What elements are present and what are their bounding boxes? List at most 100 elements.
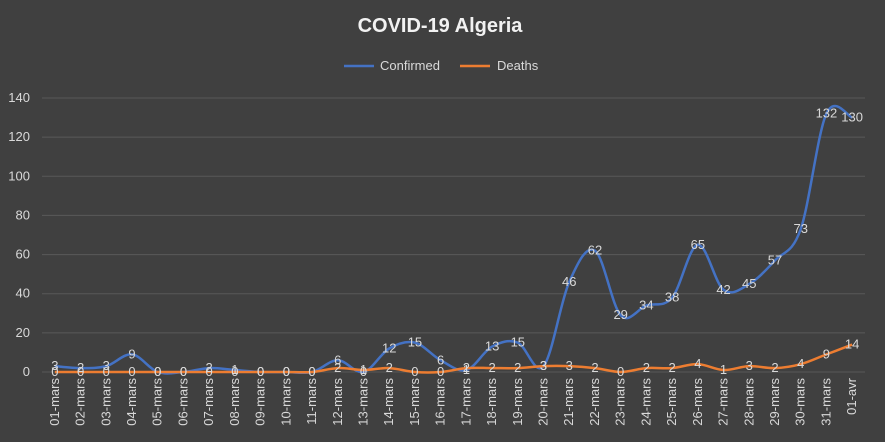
data-label-confirmed: 15: [511, 335, 525, 350]
data-label-deaths: 0: [257, 364, 264, 379]
data-label-deaths: 0: [51, 364, 58, 379]
data-label-confirmed: 2: [206, 360, 213, 375]
y-axis: 0 20 40 60 80 100 120 140: [8, 90, 30, 379]
y-tick-label: 0: [23, 364, 30, 379]
plot-area: [54, 104, 853, 375]
data-label-deaths: 0: [411, 364, 418, 379]
x-tick-label: 28-mars: [741, 378, 756, 426]
data-label-deaths: 2: [591, 360, 598, 375]
chart-title: COVID-19 Algeria: [358, 15, 524, 37]
y-tick-label: 60: [16, 247, 30, 262]
data-label-confirmed: 132: [816, 106, 838, 121]
data-label-deaths: 0: [617, 364, 624, 379]
x-tick-label: 17-mars: [458, 378, 473, 426]
data-label-deaths: 0: [128, 364, 135, 379]
data-label-deaths: 2: [643, 360, 650, 375]
x-tick-label: 07-mars: [201, 378, 216, 426]
x-tick-label: 29-mars: [767, 378, 782, 426]
data-label-deaths: 3: [540, 358, 547, 373]
data-label-confirmed: 0: [308, 364, 315, 379]
data-label-confirmed: 62: [588, 243, 602, 258]
data-label-deaths: 0: [308, 364, 315, 379]
data-label-confirmed: 46: [562, 274, 576, 289]
data-label-confirmed: 0: [257, 364, 264, 379]
x-tick-label: 01-avr: [844, 377, 859, 415]
x-tick-label: 06-mars: [175, 378, 190, 426]
x-tick-label: 18-mars: [484, 378, 499, 426]
data-label-deaths: 4: [694, 356, 701, 371]
y-tick-label: 140: [8, 90, 30, 105]
x-tick-label: 04-mars: [124, 378, 139, 426]
data-label-confirmed: 1: [231, 362, 238, 377]
x-tick-label: 13-mars: [355, 378, 370, 426]
data-label-confirmed: 3: [540, 358, 547, 373]
data-label-deaths: 3: [566, 358, 573, 373]
data-label-deaths: 2: [771, 360, 778, 375]
data-label-confirmed: 0: [180, 364, 187, 379]
data-label-deaths: 1: [360, 362, 367, 377]
x-tick-label: 10-mars: [278, 378, 293, 426]
x-tick-label: 01-mars: [47, 378, 62, 426]
data-label-confirmed: 0: [283, 364, 290, 379]
data-label-deaths: 2: [514, 360, 521, 375]
x-axis: 01-mars 02-mars 03-mars 04-mars 05-mars 06-ma…: [47, 377, 859, 425]
x-tick-label: 05-mars: [150, 378, 165, 426]
x-tick-label: 16-mars: [433, 378, 448, 426]
data-label-deaths: 0: [437, 364, 444, 379]
data-label-deaths: 2: [668, 360, 675, 375]
data-label-confirmed: 6: [437, 352, 444, 367]
data-label-deaths: 14: [845, 337, 859, 352]
data-label-confirmed: 13: [485, 339, 499, 354]
data-label-deaths: 0: [231, 364, 238, 379]
data-label-deaths: 0: [180, 364, 187, 379]
data-label-deaths: 0: [206, 364, 213, 379]
data-label-confirmed: 45: [742, 276, 756, 291]
series-line-deaths: [54, 343, 853, 374]
data-label-confirmed: 65: [691, 237, 705, 252]
x-tick-label: 25-mars: [664, 378, 679, 426]
data-label-deaths: 0: [154, 364, 161, 379]
x-tick-label: 02-mars: [73, 378, 88, 426]
data-label-deaths: 0: [283, 364, 290, 379]
x-tick-label: 23-mars: [613, 378, 628, 426]
y-tick-label: 20: [16, 325, 30, 340]
data-label-confirmed: 15: [408, 335, 422, 350]
data-label-confirmed: 3: [51, 358, 58, 373]
data-label-deaths: 3: [746, 358, 753, 373]
data-label-deaths: 2: [463, 360, 470, 375]
x-tick-label: 03-mars: [98, 378, 113, 426]
data-label-deaths: 9: [823, 346, 830, 361]
data-label-deaths: 2: [488, 360, 495, 375]
data-label-deaths: 1: [720, 362, 727, 377]
data-label-deaths: 0: [103, 364, 110, 379]
x-tick-label: 26-mars: [690, 378, 705, 426]
data-label-confirmed: 9: [128, 346, 135, 361]
data-label-confirmed: 0: [360, 364, 367, 379]
gridlines: [42, 97, 865, 373]
x-tick-label: 19-mars: [510, 378, 525, 426]
data-label-confirmed: 42: [716, 282, 730, 297]
x-tick-label: 11-mars: [304, 378, 319, 425]
x-tick-label: 20-mars: [536, 378, 551, 426]
y-tick-label: 100: [8, 168, 30, 183]
data-label-confirmed: 6: [334, 352, 341, 367]
legend-label-confirmed: Confirmed: [380, 58, 440, 73]
data-label-deaths: 2: [334, 360, 341, 375]
data-label-confirmed: 3: [103, 358, 110, 373]
data-label-confirmed: 1: [463, 362, 470, 377]
data-label-confirmed: 38: [665, 290, 679, 305]
x-tick-label: 21-mars: [561, 378, 576, 426]
y-tick-label: 80: [16, 207, 30, 222]
data-label-deaths: 2: [386, 360, 393, 375]
x-tick-label: 12-mars: [330, 378, 345, 426]
data-label-confirmed: 0: [154, 364, 161, 379]
x-tick-label: 31-mars: [818, 378, 833, 426]
x-tick-label: 09-mars: [253, 378, 268, 426]
x-tick-label: 27-mars: [716, 378, 731, 426]
x-tick-label: 14-mars: [381, 378, 396, 426]
x-tick-label: 08-mars: [227, 378, 242, 426]
data-label-confirmed: 34: [639, 297, 653, 312]
legend-label-deaths: Deaths: [497, 58, 539, 73]
